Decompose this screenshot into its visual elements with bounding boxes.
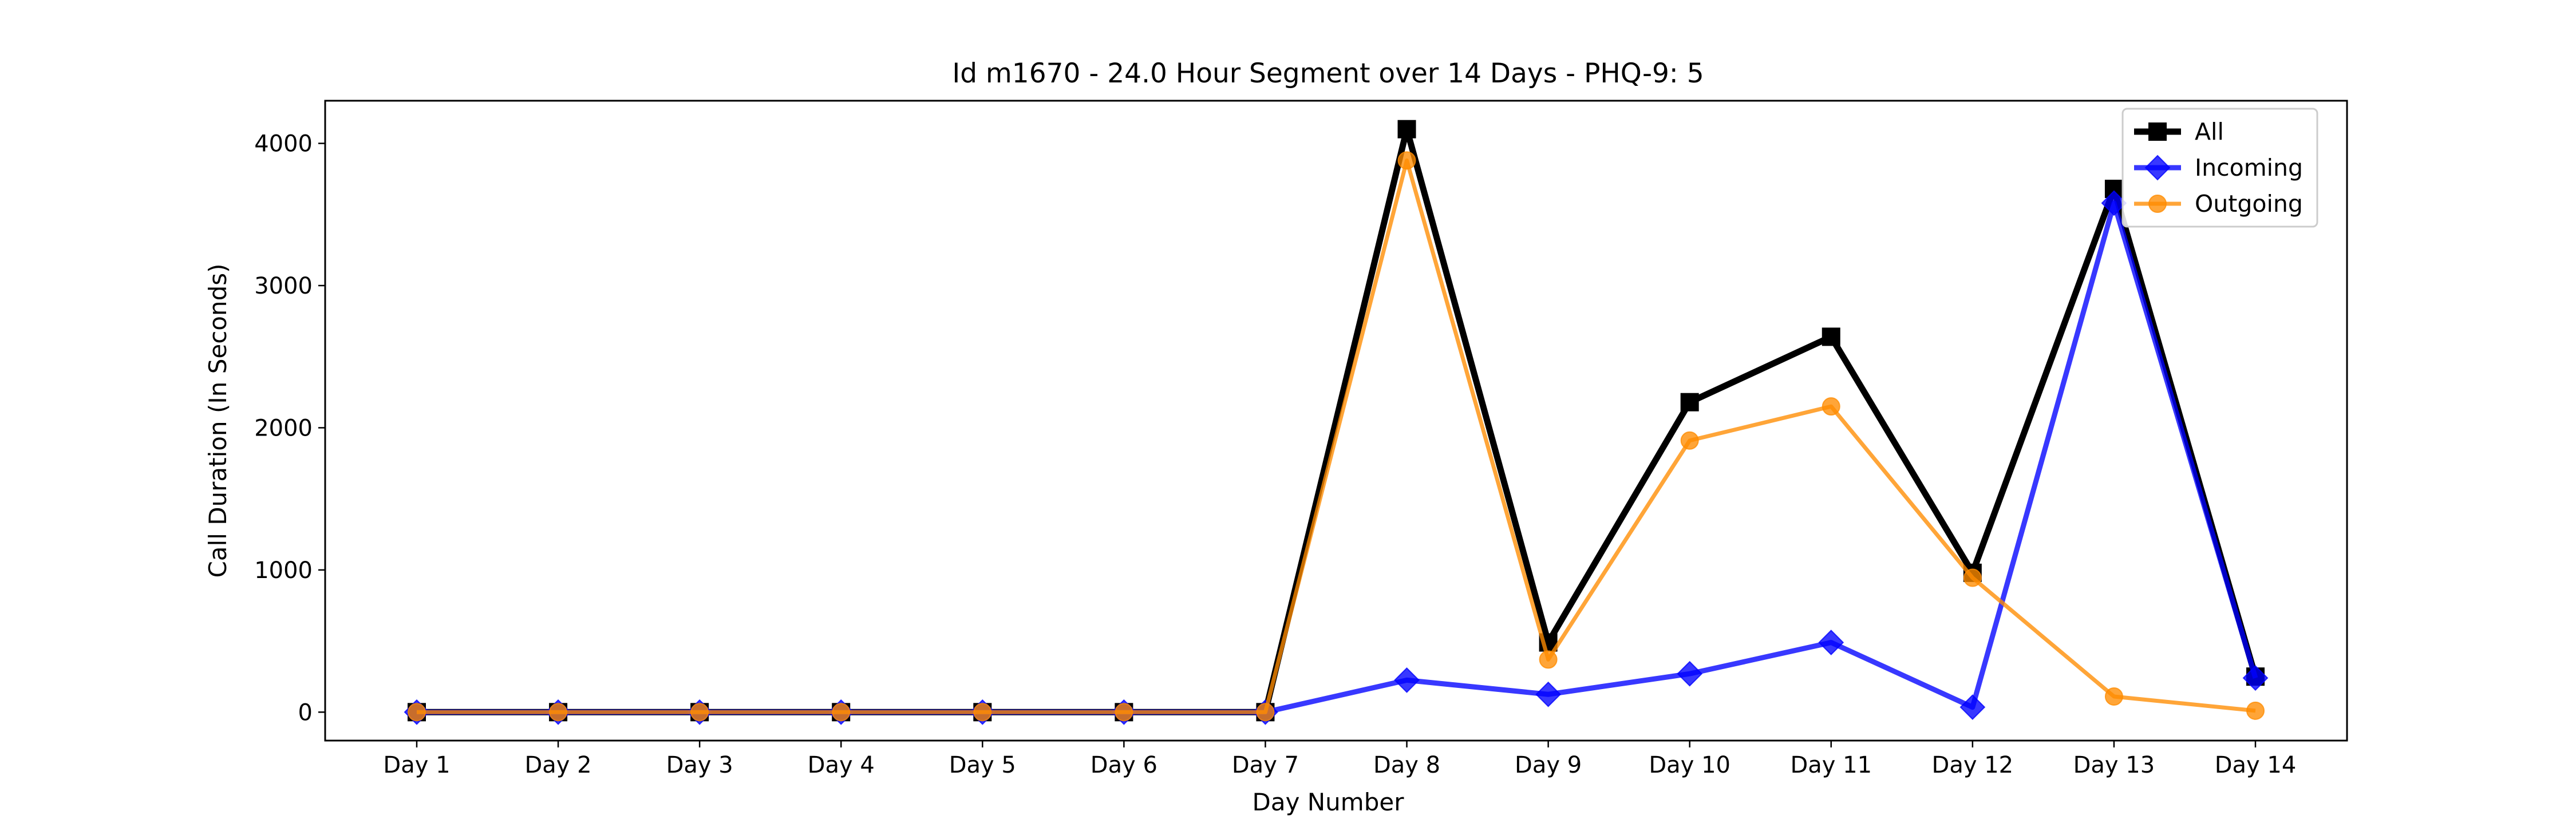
data-point-all [1397,120,1416,139]
data-point-incoming [2242,665,2269,691]
data-point-incoming [1818,630,1844,655]
y-axis-label: Call Duration (In Seconds) [204,263,232,577]
x-tick-label: Day 9 [1515,752,1582,778]
data-point-outgoing [549,703,568,722]
x-tick-label: Day 5 [949,752,1016,778]
x-tick-label: Day 12 [1932,752,2014,778]
data-point-incoming [1959,694,1986,721]
plot-layer: 0 1000 2000 3000 4000 Day 1 Day 2 Day 3 Day 4 Day… [254,100,2348,778]
data-point-outgoing [973,703,992,722]
legend-marker-outgoing [2148,195,2167,213]
data-point-outgoing [1256,703,1275,722]
data-point-outgoing [832,703,851,722]
legend-label-incoming: Incoming [2195,154,2303,181]
data-point-outgoing [1397,151,1416,170]
data-point-outgoing [1115,703,1133,722]
x-tick-label: Day 7 [1232,752,1299,778]
data-point-outgoing [1963,568,1982,587]
data-point-outgoing [2104,687,2123,706]
plot-frame [324,100,2348,742]
legend: All Incoming Outgoing [2121,108,2318,228]
x-tick-label: Day 8 [1373,752,1440,778]
y-tick-label: 4000 [254,131,313,157]
series-line-outgoing [417,158,2256,714]
data-point-all [1680,393,1699,411]
x-tick-label: Day 14 [2215,752,2297,778]
y-tick-label: 2000 [254,415,313,441]
legend-label-all: All [2195,118,2224,145]
chart-title: Id m1670 - 24.0 Hour Segment over 14 Day… [952,58,1704,89]
x-tick-label: Day 13 [2073,752,2155,778]
legend-label-outgoing: Outgoing [2195,190,2303,217]
data-point-all [1822,327,1840,346]
legend-marker-incoming [2144,155,2171,181]
x-tick-label: Day 10 [1649,752,1730,778]
x-tick-label: Day 4 [808,752,875,778]
data-point-incoming [1535,681,1562,707]
series-line-all [417,126,2259,715]
data-point-outgoing [1539,650,1558,669]
data-point-outgoing [408,703,426,722]
x-tick-label: Day 11 [1790,752,1872,778]
data-point-incoming [1677,660,1703,687]
y-tick-label: 0 [298,699,313,726]
data-point-incoming [1394,667,1420,693]
data-point-outgoing [2246,701,2265,720]
y-tick-label: 1000 [254,557,313,584]
legend-box [2121,108,2318,228]
x-tick-label: Day 3 [666,752,733,778]
data-point-outgoing [1822,397,1840,416]
series-line-incoming [417,200,2258,715]
x-tick-label: Day 6 [1091,752,1157,778]
legend-marker-all [2148,122,2167,141]
data-point-outgoing [1680,431,1699,450]
x-axis-label: Day Number [1252,788,1404,816]
x-tick-label: Day 2 [524,752,591,778]
data-point-outgoing [690,703,709,722]
y-tick-label: 3000 [254,273,313,299]
x-tick-label: Day 1 [383,752,450,778]
